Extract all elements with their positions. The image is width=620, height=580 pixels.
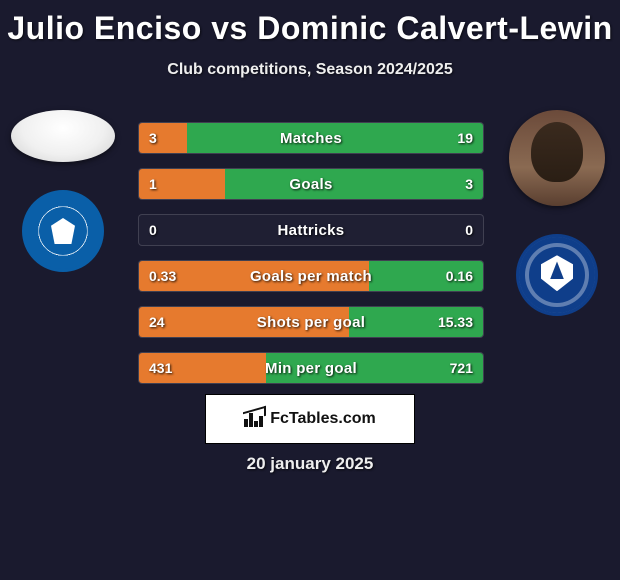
attribution-text: FcTables.com	[270, 410, 376, 428]
stat-value-right: 19	[457, 123, 473, 153]
stat-row: 0 Hattricks 0	[138, 214, 484, 246]
stat-row: 24 Shots per goal 15.33	[138, 306, 484, 338]
stat-row: 3 Matches 19	[138, 122, 484, 154]
club-left-badge	[22, 190, 104, 272]
stat-label: Matches	[139, 123, 483, 153]
stat-label: Shots per goal	[139, 307, 483, 337]
chart-icon	[244, 411, 264, 427]
attribution-badge: FcTables.com	[205, 394, 415, 444]
player-left-avatar	[11, 110, 115, 162]
stat-label: Goals per match	[139, 261, 483, 291]
stat-label: Min per goal	[139, 353, 483, 383]
stat-row: 1 Goals 3	[138, 168, 484, 200]
stat-bars: 3 Matches 19 1 Goals 3 0 Hattricks 0 0.3…	[138, 122, 484, 398]
comparison-infographic: Julio Enciso vs Dominic Calvert-Lewin Cl…	[0, 0, 620, 580]
club-right-badge	[516, 234, 598, 316]
stat-value-right: 0.16	[446, 261, 473, 291]
stat-label: Hattricks	[139, 215, 483, 245]
left-player-column	[8, 110, 118, 272]
stat-value-right: 3	[465, 169, 473, 199]
stat-label: Goals	[139, 169, 483, 199]
page-title: Julio Enciso vs Dominic Calvert-Lewin	[0, 0, 620, 47]
date-label: 20 january 2025	[0, 454, 620, 474]
stat-value-right: 15.33	[438, 307, 473, 337]
stat-row: 0.33 Goals per match 0.16	[138, 260, 484, 292]
stat-value-right: 0	[465, 215, 473, 245]
right-player-column	[502, 110, 612, 316]
stat-row: 431 Min per goal 721	[138, 352, 484, 384]
stat-value-right: 721	[450, 353, 473, 383]
subtitle: Club competitions, Season 2024/2025	[0, 61, 620, 79]
player-right-avatar	[509, 110, 605, 206]
